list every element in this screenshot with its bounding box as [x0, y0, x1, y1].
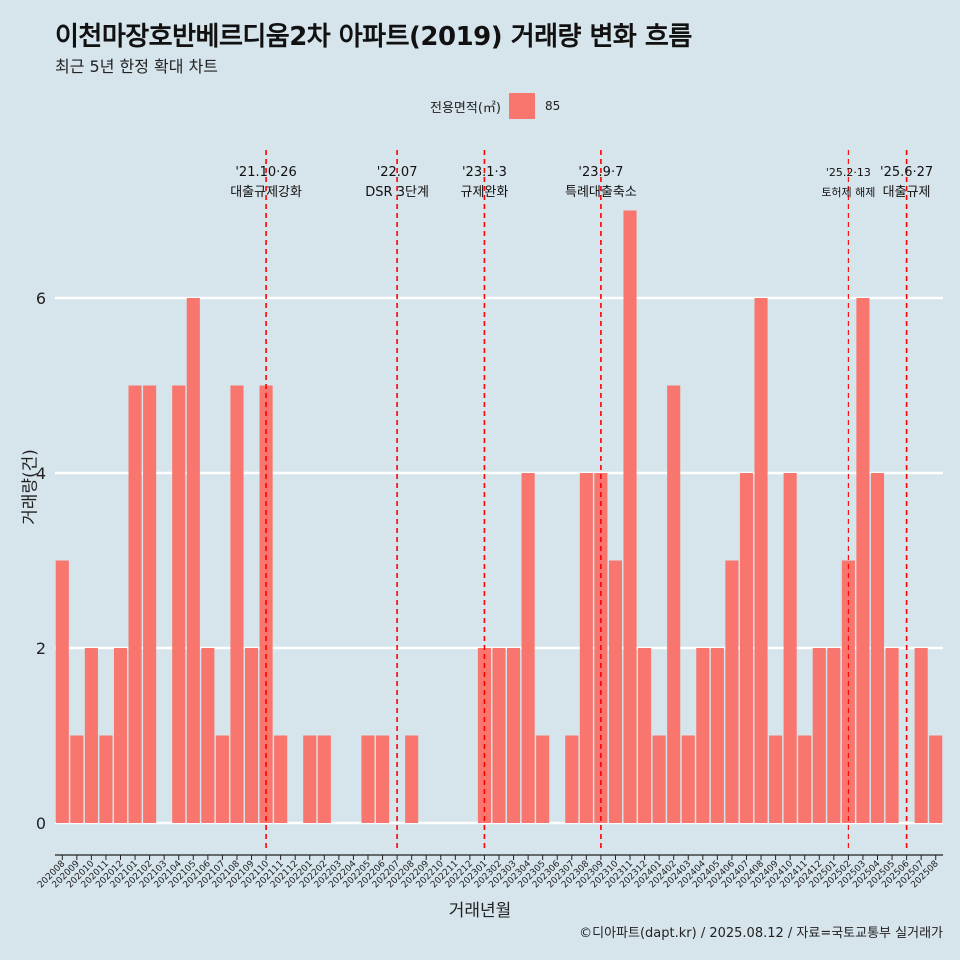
- y-tick-labels: 0 2 4 6: [36, 289, 46, 833]
- bar-202305: [536, 735, 550, 823]
- bar-202505: [885, 648, 899, 823]
- x-axis-label: 거래년월: [448, 901, 512, 921]
- event-date-202301: '23.1·3: [462, 165, 507, 180]
- event-label-202506: 대출규제: [883, 185, 931, 200]
- bar-202501: [827, 648, 841, 823]
- bar-202412: [812, 648, 826, 823]
- bar-202205: [361, 735, 375, 823]
- bar-202009: [70, 735, 84, 823]
- legend-title: 전용면적(㎡): [430, 100, 501, 116]
- bar-202302: [492, 648, 506, 823]
- bar-202402: [667, 385, 681, 823]
- bar-202407: [739, 473, 754, 823]
- bar-202106: [201, 648, 215, 823]
- bar-202206: [375, 735, 390, 823]
- bar-202404: [696, 648, 710, 823]
- bar-202410: [783, 473, 797, 823]
- source-caption: ©디아파트(dapt.kr) / 2025.08.12 / 자료=국토교통부 실…: [579, 926, 943, 941]
- bar-202304: [521, 473, 535, 823]
- y-tick-label: 2: [36, 639, 46, 658]
- y-axis-label: 거래량(건): [20, 449, 41, 525]
- legend-key-swatch: [508, 93, 535, 119]
- bar-202107: [215, 735, 229, 823]
- legend: 전용면적(㎡) 85: [430, 93, 560, 119]
- event-label-202502: 토허제 해제: [821, 185, 875, 199]
- y-tick-label: 0: [36, 814, 46, 833]
- chart-title: 이천마장호반베르디움2차 아파트(2019) 거래량 변화 흐름: [55, 22, 692, 52]
- bar-202108: [230, 385, 244, 823]
- bar-202406: [725, 560, 739, 823]
- bar-202201: [303, 735, 317, 823]
- bar-202312: [638, 648, 652, 823]
- bar-202311: [623, 210, 637, 823]
- y-tick-label: 6: [36, 289, 46, 308]
- bar-202109: [244, 648, 259, 823]
- bar-202508: [929, 735, 943, 823]
- bar-202008: [55, 560, 69, 823]
- event-label-202309: 특례대출축소: [565, 185, 637, 200]
- event-date-202309: '23.9·7: [578, 165, 623, 180]
- x-tick-labels: 2020082020092020102020112020122021012021…: [36, 859, 941, 891]
- x-ticks: [61, 855, 937, 860]
- event-annotations: '21.10·26 대출규제강화 '22.07 DSR 3단계 '23.1·3 규제완화 '…: [230, 150, 933, 852]
- bar-202507: [914, 648, 928, 823]
- bar-202202: [317, 735, 331, 823]
- bar-202307: [565, 735, 579, 823]
- event-date-202506: '25.6·27: [880, 165, 933, 180]
- bar-202303: [507, 648, 521, 823]
- bar-202011: [99, 735, 113, 823]
- event-label-202110: 대출규제강화: [230, 185, 302, 200]
- event-label-202207: DSR 3단계: [365, 185, 429, 200]
- bar-202503: [856, 298, 870, 823]
- bar-202409: [769, 735, 783, 823]
- bar-202105: [186, 298, 200, 823]
- bar-202310: [608, 560, 623, 823]
- bar-202208: [405, 735, 419, 823]
- bars: [55, 210, 943, 823]
- bar-202403: [681, 735, 695, 823]
- bar-202104: [172, 385, 186, 823]
- event-date-202207: '22.07: [377, 165, 418, 180]
- bar-202408: [754, 298, 768, 823]
- legend-label: 85: [544, 99, 561, 113]
- bar-202504: [870, 473, 885, 823]
- event-date-202502: '25.2·13: [826, 166, 871, 179]
- bar-202102: [143, 385, 157, 823]
- bar-202101: [128, 385, 142, 823]
- bar-202411: [798, 735, 812, 823]
- bar-202308: [579, 473, 593, 823]
- bar-202401: [652, 735, 666, 823]
- chart-subtitle: 최근 5년 한정 확대 차트: [55, 57, 219, 76]
- bar-202012: [113, 648, 128, 823]
- bar-202405: [710, 648, 724, 823]
- bar-202010: [84, 648, 98, 823]
- bar-202111: [274, 735, 288, 823]
- event-date-202110: '21.10·26: [235, 165, 296, 180]
- y-tick-label: 4: [36, 464, 46, 483]
- event-label-202301: 규제완화: [461, 185, 509, 200]
